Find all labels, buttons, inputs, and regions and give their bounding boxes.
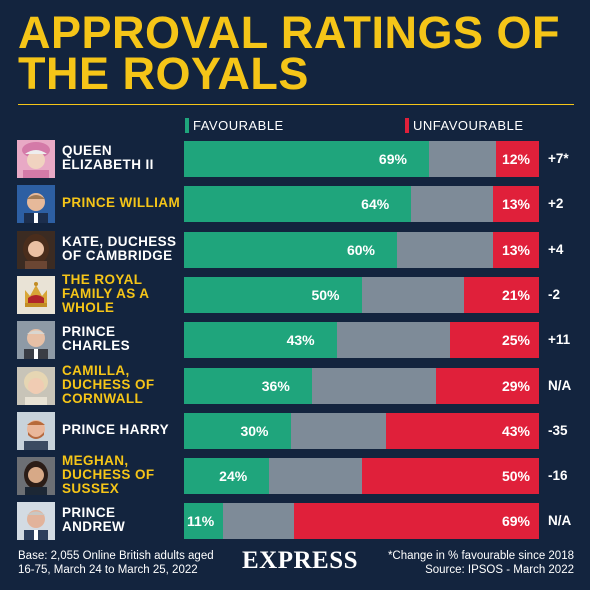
crown-icon bbox=[17, 275, 55, 314]
unfavourable-value-label: 21% bbox=[501, 286, 530, 303]
unfavourable-value-label: 13% bbox=[501, 196, 530, 213]
william-icon bbox=[17, 185, 55, 224]
bar-track: 24% 50% bbox=[184, 458, 539, 495]
favourable-bar bbox=[184, 276, 362, 313]
legend-unfavourable-swatch bbox=[405, 118, 409, 133]
favourable-value-label: 69% bbox=[378, 151, 407, 167]
unfavourable-value-label: 12% bbox=[501, 151, 530, 167]
change-value: -35 bbox=[548, 422, 568, 438]
unfavourable-value-label: 25% bbox=[501, 332, 530, 349]
favourable-value-label: 24% bbox=[219, 468, 248, 485]
favourable-value-label: 11% bbox=[187, 513, 215, 530]
kate-icon bbox=[17, 230, 55, 269]
row-name: KATE, DUCHESS OF CAMBRIDGE bbox=[62, 233, 177, 263]
unfavourable-bar bbox=[436, 367, 539, 404]
unfavourable-bar bbox=[294, 503, 539, 540]
charles-icon bbox=[17, 321, 55, 360]
footer-source: *Change in % favourable since 2018 Sourc… bbox=[354, 549, 574, 577]
bar-track: 43% 25% bbox=[184, 322, 539, 359]
favourable-bar bbox=[184, 322, 337, 359]
favourable-value-label: 36% bbox=[261, 377, 290, 394]
footer-change-note: *Change in % favourable since 2018 bbox=[387, 550, 574, 562]
unfavourable-value-label: 29% bbox=[501, 377, 530, 394]
legend-favourable-label: FAVOURABLE bbox=[193, 118, 284, 133]
legend-unfavourable-label: UNFAVOURABLE bbox=[413, 118, 524, 133]
unfavourable-bar bbox=[492, 231, 539, 268]
favourable-bar bbox=[184, 231, 397, 268]
row-name: MEGHAN, DUCHESS OF SUSSEX bbox=[62, 453, 155, 497]
bar-track: 30% 43% bbox=[184, 412, 539, 449]
change-value: +11 bbox=[548, 332, 571, 348]
favourable-bar bbox=[184, 367, 312, 404]
favourable-bar bbox=[184, 503, 224, 540]
harry-icon bbox=[17, 411, 55, 450]
change-value: +7* bbox=[548, 151, 569, 166]
bar-track: 50% 21% bbox=[184, 276, 539, 313]
row-name: THE ROYAL FAMILY AS A WHOLE bbox=[62, 271, 149, 315]
unfavourable-value-label: 43% bbox=[501, 422, 530, 439]
unfavourable-bar bbox=[492, 186, 539, 223]
title-divider bbox=[18, 104, 574, 105]
change-value: +4 bbox=[548, 241, 564, 257]
chart-row: MEGHAN, DUCHESS OF SUSSEX 24% 50% -16 bbox=[0, 453, 590, 497]
meghan-icon bbox=[17, 457, 55, 496]
favourable-value-label: 30% bbox=[240, 422, 269, 439]
bar-track: 69% 12% bbox=[184, 141, 539, 177]
unfavourable-bar bbox=[450, 322, 539, 359]
legend-favourable: FAVOURABLE bbox=[185, 118, 284, 133]
favourable-value-label: 64% bbox=[361, 196, 390, 213]
queen-icon bbox=[17, 140, 55, 178]
row-name: CAMILLA, DUCHESS OF CORNWALL bbox=[62, 362, 155, 406]
change-value: N/A bbox=[548, 513, 572, 529]
unfavourable-value-label: 50% bbox=[501, 468, 530, 485]
favourable-bar bbox=[184, 186, 412, 223]
bar-track: 60% 13% bbox=[184, 231, 539, 268]
row-name: PRINCE ANDREW bbox=[62, 505, 126, 535]
favourable-value-label: 50% bbox=[311, 286, 340, 303]
chart-row: PRINCE ANDREW 11% 69% N/A bbox=[0, 499, 590, 541]
row-name: PRINCE CHARLES bbox=[62, 324, 131, 354]
row-name: PRINCE WILLIAM bbox=[62, 195, 181, 211]
chart-row: CAMILLA, DUCHESS OF CORNWALL 36% 29% N/A bbox=[0, 362, 590, 406]
unfavourable-value-label: 69% bbox=[501, 513, 530, 530]
favourable-value-label: 43% bbox=[286, 332, 315, 349]
chart-row: KATE, DUCHESS OF CAMBRIDGE 60% 13% +4 bbox=[0, 228, 590, 269]
change-value: -16 bbox=[548, 468, 568, 484]
andrew-icon bbox=[17, 502, 55, 541]
footer-source-text: Source: IPSOS - March 2022 bbox=[425, 564, 574, 576]
footer-base-note: Base: 2,055 Online British adults aged 1… bbox=[18, 550, 214, 576]
favourable-bar bbox=[184, 141, 429, 177]
chart-row: PRINCE CHARLES 43% 25% +11 bbox=[0, 318, 590, 360]
favourable-bar bbox=[184, 458, 270, 495]
camilla-icon bbox=[17, 366, 55, 405]
change-value: -2 bbox=[548, 286, 561, 302]
favourable-bar bbox=[184, 412, 291, 449]
unfavourable-bar bbox=[496, 141, 539, 177]
chart-row: QUEEN ELIZABETH II 69% 12% +7* bbox=[0, 137, 590, 178]
chart-row: PRINCE HARRY 30% 43% -35 bbox=[0, 409, 590, 450]
chart-row: PRINCE WILLIAM 64% 13% +2 bbox=[0, 182, 590, 224]
bar-track: 64% 13% bbox=[184, 186, 539, 223]
bar-track: 36% 29% bbox=[184, 367, 539, 404]
express-logo: EXPRESS bbox=[241, 547, 359, 574]
change-value: +2 bbox=[548, 196, 564, 212]
chart-title: APPROVAL RATINGS OF THE ROYALS bbox=[18, 7, 561, 99]
unfavourable-bar bbox=[361, 458, 539, 495]
unfavourable-bar bbox=[464, 276, 539, 313]
favourable-value-label: 60% bbox=[346, 241, 375, 258]
chart-row: THE ROYAL FAMILY AS A WHOLE 50% 21% -2 bbox=[0, 271, 590, 315]
row-name: QUEEN ELIZABETH II bbox=[62, 143, 154, 172]
unfavourable-bar bbox=[386, 412, 539, 449]
legend-unfavourable: UNFAVOURABLE bbox=[405, 118, 524, 133]
unfavourable-value-label: 13% bbox=[501, 241, 530, 258]
change-value: N/A bbox=[548, 377, 572, 393]
legend-favourable-swatch bbox=[185, 118, 189, 133]
bar-track: 11% 69% bbox=[184, 503, 539, 540]
row-name: PRINCE HARRY bbox=[62, 421, 170, 437]
